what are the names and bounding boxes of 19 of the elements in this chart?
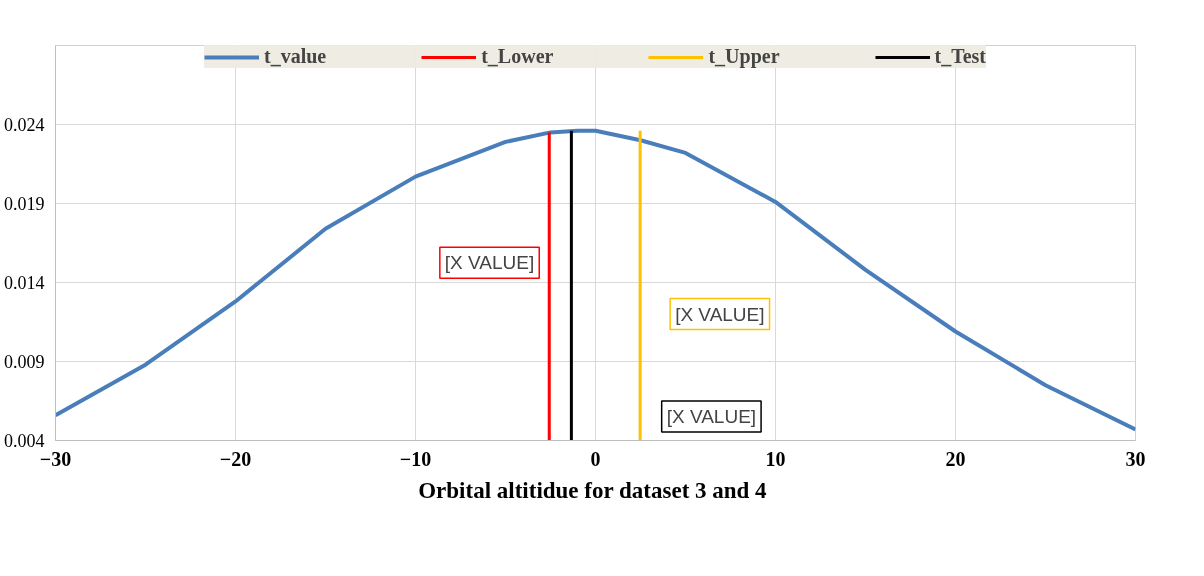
x-tick-label: −10 xyxy=(399,447,432,470)
annotation: [X VALUE] xyxy=(666,406,757,427)
text: Orbital altitidue for dataset 3 and 4 xyxy=(418,477,768,503)
y-tick-label: 0.009 xyxy=(4,352,45,372)
x-tick-label: 10 xyxy=(765,447,786,470)
y-tick-label: 0.024 xyxy=(4,115,45,135)
annotation: [X VALUE] xyxy=(444,252,535,274)
legend-label: t_Upper xyxy=(708,45,780,68)
annotation: [X VALUE] xyxy=(675,303,765,325)
y-tick-label: 0.014 xyxy=(4,273,45,293)
legend-label: t_Lower xyxy=(481,45,554,68)
line-series xyxy=(55,128,1136,432)
y-tick-label: 0.019 xyxy=(4,194,45,214)
x-tick-label: −20 xyxy=(219,447,252,470)
x-tick-label: 20 xyxy=(945,447,966,470)
x-tick-label: 30 xyxy=(1125,447,1146,470)
x-tick-label: 0 xyxy=(590,447,601,470)
legend-label: t_Test xyxy=(934,45,987,68)
legend-label: t_value xyxy=(263,45,327,68)
